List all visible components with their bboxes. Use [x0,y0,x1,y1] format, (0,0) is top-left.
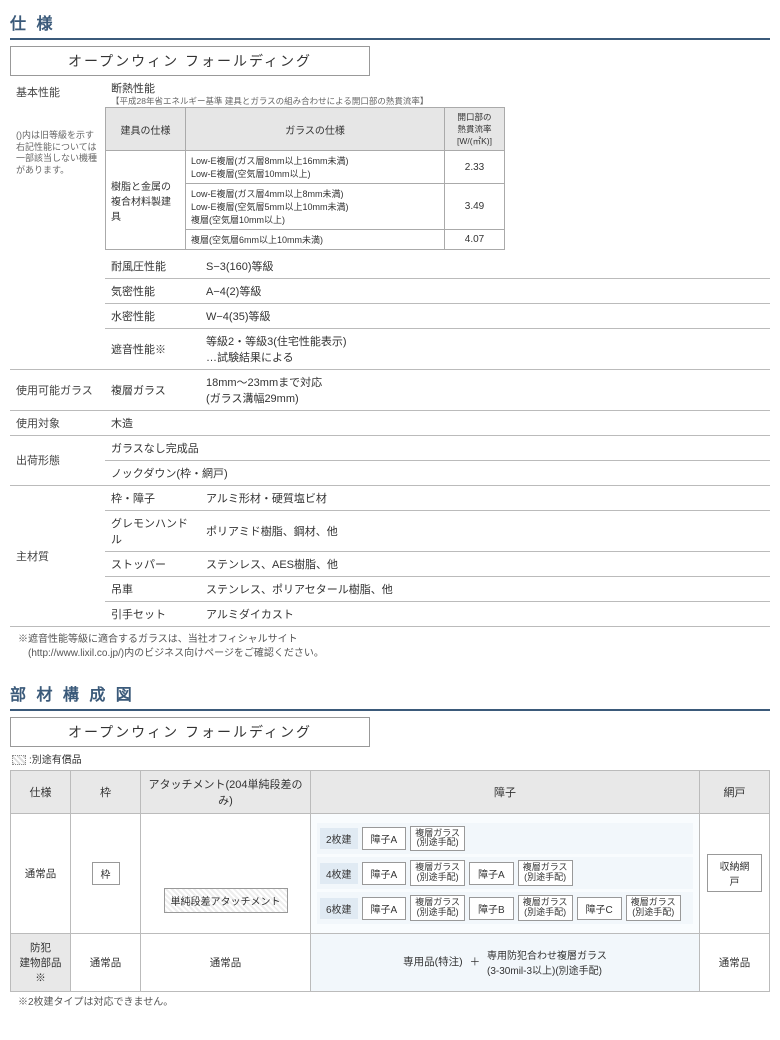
p6-g1: 複層ガラス (別途手配) [410,895,465,921]
mat-r4v: ステンレス、ポリアセタール樹脂、他 [200,576,770,601]
p6-sC: 障子C [577,897,622,920]
mat-r2l: グレモンハンドル [105,510,200,551]
comp-r2-label: 防犯 建物部品※ [11,933,71,991]
comp-table: 仕様 枠 アタッチメント(204単純段差のみ) 障子 網戸 通常品 枠 単純段差… [10,770,770,992]
thermal-h2: ガラスの仕様 [186,108,445,151]
comp-r2-c2: 通常品 [71,933,141,991]
p6-label: 6枚建 [320,898,358,919]
comp-r2-c4: 専用品(特注) ＋ 専用防犯合わせ複層ガラス (3-30mil-3以上)(別途手… [311,933,700,991]
shoji-row-4: 4枚建 障子A 複層ガラス (別途手配) 障子A 複層ガラス (別途手配) [317,857,693,889]
thermal-r1v: 2.33 [445,151,505,184]
comp-r2-c4a: 専用品(特注) [403,956,463,968]
mat-r2v: ポリアミド樹脂、鋼材、他 [200,510,770,551]
comp-h2: 枠 [71,770,141,813]
spec-table: 基本性能 ()内は旧等級を示す 右記性能については 一部該当しない機種 がありま… [10,76,770,627]
comp-r2-c4b: 専用防犯合わせ複層ガラス (3-30mil-3以上)(別途手配) [487,947,607,977]
comp-subtitle: オープンウィン フォールディング [10,717,370,747]
mat-l: 主材質 [10,485,105,626]
thermal-h3: 開口部の 熱貫流率 [W/(㎡K)] [445,108,505,151]
p4-sA2: 障子A [469,862,514,885]
p6-g2: 複層ガラス (別途手配) [518,895,573,921]
glass-l: 使用可能ガラス [10,370,105,411]
perf-wind-v: S−3(160)等級 [200,254,770,279]
comp-r1-shoji-cell: 2枚建 障子A 複層ガラス (別途手配) 4枚建 障子A 複層ガラス (別途手配… [311,813,700,933]
thermal-rh: 樹脂と金属の 複合材料製建具 [106,151,186,250]
thermal-r2v: 3.49 [445,184,505,230]
hatch-icon [12,755,26,765]
shoji-row-2: 2枚建 障子A 複層ガラス (別途手配) [317,823,693,855]
mat-r5l: 引手セット [105,601,200,626]
mat-r1l: 枠・障子 [105,485,200,510]
p6-g3: 複層ガラス (別途手配) [626,895,681,921]
spec-title: 仕 様 [10,10,770,40]
perf-water-v: W−4(35)等級 [200,304,770,329]
perf-sound-v: 等級2・等級3(住宅性能表示) …試験結果による [200,329,770,370]
p2-g1: 複層ガラス (別途手配) [410,826,465,852]
attach-box: 単純段差アタッチメント [164,888,288,913]
mat-r3v: ステンレス、AES樹脂、他 [200,551,770,576]
p2-sA: 障子A [362,827,407,850]
thermal-note: 【平成28年省エネルギー基準 建具とガラスの組み合わせによる開口部の熱貫流率】 [111,96,764,107]
thermal-r1g: Low-E複層(ガス層8mm以上16mm未満) Low-E複層(空気層10mm以… [186,151,445,184]
p6-sB: 障子B [469,897,514,920]
comp-r1-attach-cell: 単純段差アタッチメント [141,813,311,933]
perf-wind-l: 耐風圧性能 [105,254,200,279]
thermal-heading: 断熱性能 [111,80,764,96]
perf-sound-l: 遮音性能※ [105,329,200,370]
spec-footnote: ※遮音性能等級に適合するガラスは、当社オフィシャルサイト (http://www… [18,633,770,661]
p6-sA: 障子A [362,897,407,920]
comp-r1-waku-cell: 枠 [71,813,141,933]
ship-l: 出荷形態 [10,435,105,485]
perf-air-l: 気密性能 [105,279,200,304]
spec-subtitle: オープンウィン フォールディング [10,46,370,76]
p4-sA1: 障子A [362,862,407,885]
waku-box: 枠 [92,862,120,885]
comp-h5: 網戸 [700,770,770,813]
thermal-r3v: 4.07 [445,230,505,250]
ship-v2: ノックダウン(枠・網戸) [105,460,770,485]
mat-r3l: ストッパー [105,551,200,576]
mat-r5v: アルミダイカスト [200,601,770,626]
thermal-h1: 建具の仕様 [106,108,186,151]
hatch-note-text: :別途有償品 [29,755,82,766]
comp-title: 部 材 構 成 図 [10,681,770,711]
perf-water-l: 水密性能 [105,304,200,329]
comp-footnote: ※2枚建タイプは対応できません。 [18,996,770,1010]
comp-r2-c5: 通常品 [700,933,770,991]
perf-air-v: A−4(2)等級 [200,279,770,304]
target-v: 木造 [105,410,770,435]
glass-s: 複層ガラス [105,370,200,411]
thermal-r3g: 複層(空気層6mm以上10mm未満) [186,230,445,250]
hatch-note: :別途有償品 [12,751,770,766]
glass-v: 18mm〜23mmまで対応 (ガラス溝幅29mm) [200,370,770,411]
thermal-r2g: Low-E複層(ガス層4mm以上8mm未満) Low-E複層(空気層5mm以上1… [186,184,445,230]
p4-label: 4枚建 [320,863,358,884]
comp-h1: 仕様 [11,770,71,813]
ship-v1: ガラスなし完成品 [105,435,770,460]
basic-perf-label: 基本性能 [16,84,99,100]
comp-r2-c3: 通常品 [141,933,311,991]
p2-label: 2枚建 [320,828,358,849]
p4-g1: 複層ガラス (別途手配) [410,860,465,886]
mat-r1v: アルミ形材・硬質塩ビ材 [200,485,770,510]
comp-r2-plus: ＋ [470,956,481,968]
target-l: 使用対象 [10,410,105,435]
p4-g2: 複層ガラス (別途手配) [518,860,573,886]
shoji-row-6: 6枚建 障子A 複層ガラス (別途手配) 障子B 複層ガラス (別途手配) 障子… [317,892,693,924]
basic-perf-note: ()内は旧等級を示す 右記性能については 一部該当しない機種 があります。 [16,130,99,177]
mat-r4l: 吊車 [105,576,200,601]
comp-h4: 障子 [311,770,700,813]
comp-r1-amido-cell: 収納網戸 [700,813,770,933]
thermal-inner-table: 建具の仕様 ガラスの仕様 開口部の 熱貫流率 [W/(㎡K)] 樹脂と金属の 複… [105,107,505,250]
comp-h3: アタッチメント(204単純段差のみ) [141,770,311,813]
comp-r1-label: 通常品 [11,813,71,933]
